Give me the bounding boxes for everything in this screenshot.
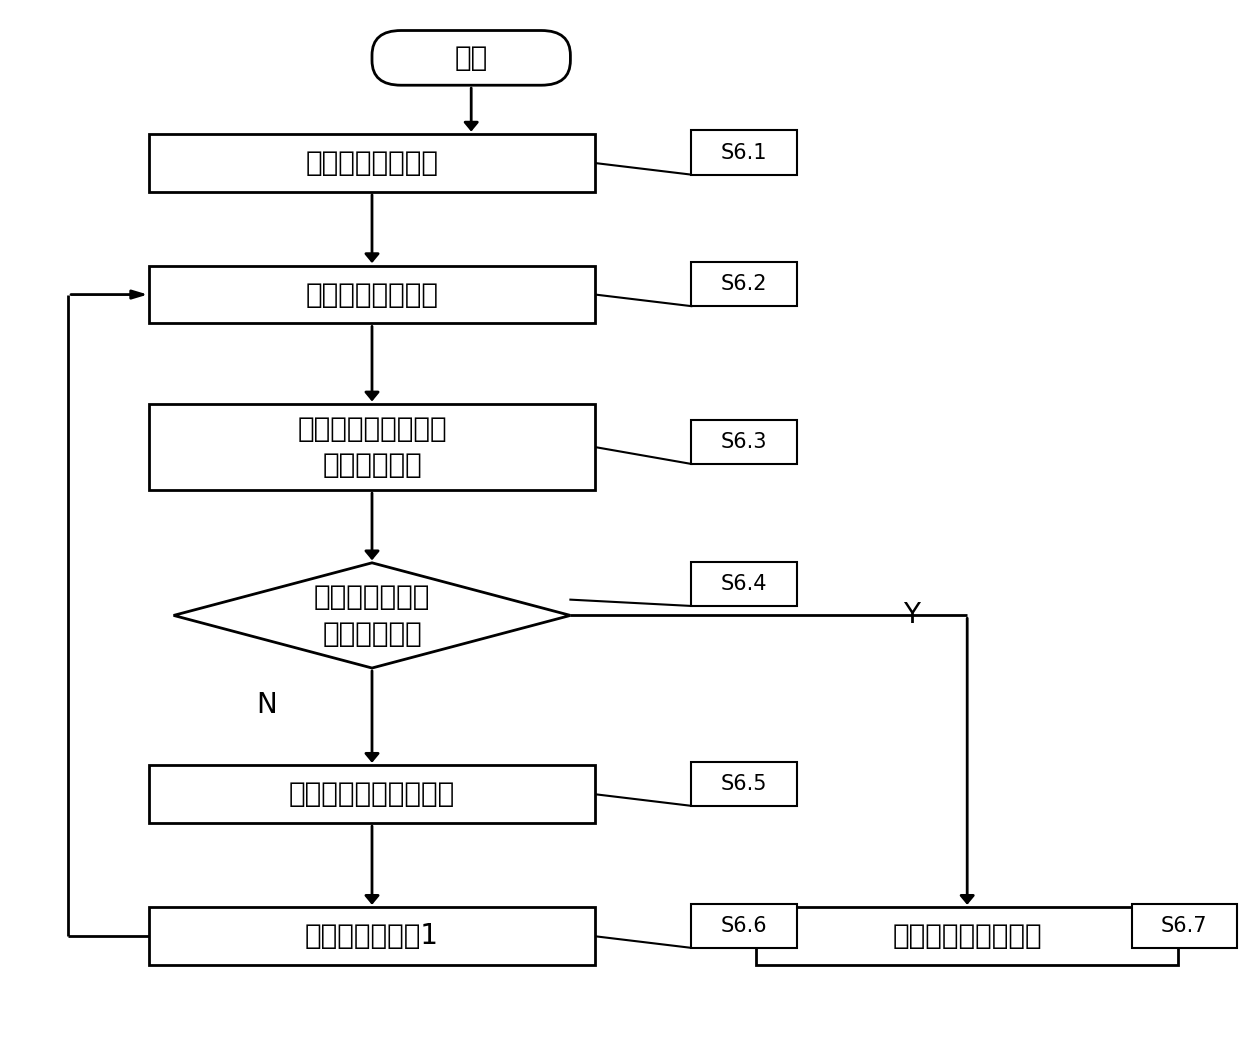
Text: 更新粒子最优位置和
全局最优位置: 更新粒子最优位置和 全局最优位置 [298, 414, 446, 480]
Text: 当前迭代次数加1: 当前迭代次数加1 [305, 923, 439, 950]
Bar [692, 762, 796, 806]
Text: Y: Y [903, 602, 920, 629]
Text: 计算粒子的适应度: 计算粒子的适应度 [305, 281, 439, 308]
Bar [149, 766, 595, 823]
Text: S6.4: S6.4 [720, 573, 768, 594]
Text: 更新粒子的速度和位置: 更新粒子的速度和位置 [289, 781, 455, 808]
Bar [756, 907, 1178, 966]
Text: 开始: 开始 [455, 44, 487, 72]
Bar [1131, 904, 1236, 948]
FancyBboxPatch shape [372, 31, 570, 85]
Text: S6.1: S6.1 [720, 142, 768, 163]
Text: 判断迭代次数是
否达到最大値: 判断迭代次数是 否达到最大値 [314, 583, 430, 648]
Bar [692, 420, 796, 464]
Text: S6.6: S6.6 [720, 915, 768, 936]
Bar [149, 907, 595, 966]
Bar [692, 904, 796, 948]
Text: N: N [257, 691, 277, 719]
Bar [692, 262, 796, 306]
Text: S6.2: S6.2 [720, 274, 768, 295]
Polygon shape [174, 563, 570, 668]
Bar [692, 562, 796, 606]
Text: 输出历史最优适应値: 输出历史最优适应値 [893, 923, 1042, 950]
Text: S6.5: S6.5 [720, 773, 768, 794]
Bar [692, 130, 796, 175]
Bar [149, 265, 595, 324]
Bar [149, 134, 595, 191]
Text: S6.7: S6.7 [1161, 915, 1208, 936]
Text: 初始化粒子群算法: 初始化粒子群算法 [305, 149, 439, 177]
Text: S6.3: S6.3 [720, 431, 768, 452]
Bar [149, 404, 595, 490]
